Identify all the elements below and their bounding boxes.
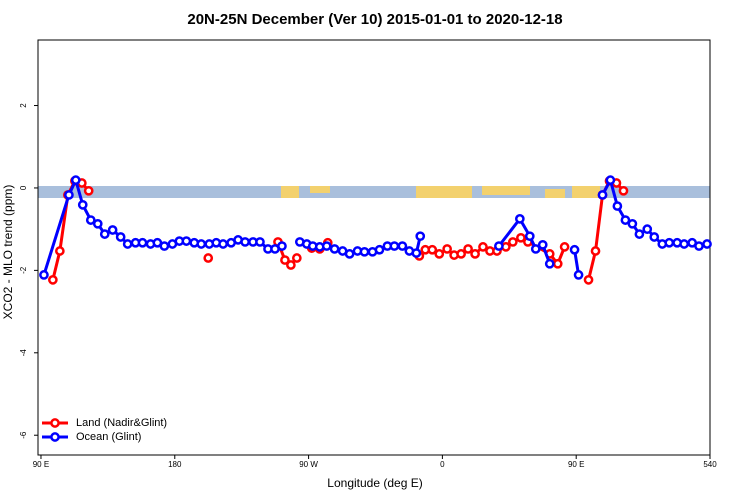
data-point: [597, 190, 608, 200]
map-strip: [38, 186, 710, 198]
data-point: [64, 190, 74, 200]
legend-label: Land (Nadir&Glint): [76, 417, 167, 429]
data-point: [159, 241, 170, 251]
data-point: [107, 225, 118, 235]
data-point: [277, 241, 287, 251]
x-tick-label: 90 W: [299, 460, 318, 469]
data-point: [137, 237, 148, 248]
data-point: [70, 175, 81, 185]
data-point: [530, 244, 541, 254]
data-point: [524, 231, 535, 242]
data-point: [605, 175, 616, 185]
data-point: [374, 244, 385, 255]
data-point: [494, 241, 504, 251]
data-point: [291, 253, 302, 263]
data-point: [77, 199, 88, 210]
data-point: [85, 215, 96, 225]
data-point: [181, 236, 192, 246]
legend-marker: [50, 418, 60, 428]
data-point: [537, 239, 548, 250]
data-point: [39, 270, 49, 280]
data-point: [321, 241, 332, 251]
y-tick-label: 0: [19, 185, 28, 190]
y-tick-label: 2: [19, 103, 28, 108]
data-point: [415, 231, 426, 242]
chart-title: 20N-25N December (Ver 10) 2015-01-01 to …: [187, 11, 562, 28]
data-point: [196, 239, 207, 249]
data-point: [55, 246, 65, 256]
data-point: [544, 258, 555, 269]
data-point: [634, 229, 645, 239]
data-point: [240, 237, 250, 247]
x-tick-label: 90 E: [568, 460, 584, 469]
data-point: [280, 255, 290, 265]
data-point: [218, 239, 228, 249]
legend-marker: [50, 432, 60, 442]
data-point: [649, 232, 660, 242]
data-point: [508, 237, 518, 247]
legend-label: Ocean (Glint): [76, 431, 141, 443]
data-point: [456, 249, 466, 259]
data-point: [664, 237, 675, 248]
data-point: [463, 244, 473, 254]
data-point: [552, 258, 563, 269]
x-tick-label: 180: [168, 460, 182, 469]
y-tick-label: -6: [19, 431, 28, 439]
data-point: [48, 275, 58, 285]
data-point: [514, 214, 525, 224]
data-point: [559, 242, 570, 252]
data-point: [573, 270, 584, 280]
data-point: [590, 246, 601, 256]
data-point: [92, 218, 103, 229]
x-tick-label: 540: [703, 460, 717, 469]
data-point: [427, 244, 438, 255]
data-point: [442, 244, 452, 254]
data-point: [397, 241, 408, 251]
data-point: [642, 224, 653, 235]
data-point: [478, 242, 488, 252]
data-point: [286, 260, 296, 270]
data-point: [411, 248, 422, 258]
data-point: [569, 244, 580, 255]
data-point: [122, 239, 133, 249]
data-point: [115, 232, 126, 242]
data-point: [344, 249, 355, 259]
x-tick-label: 90 E: [33, 460, 49, 469]
data-point: [434, 249, 445, 259]
data-point: [702, 239, 712, 249]
data-point: [612, 201, 623, 211]
y-tick-label: -2: [19, 266, 28, 274]
data-point: [255, 237, 265, 247]
data-point: [618, 185, 629, 196]
data-point: [389, 241, 400, 251]
y-tick-label: -4: [19, 349, 28, 357]
data-point: [583, 275, 594, 285]
data-point: [359, 246, 370, 257]
data-point: [627, 218, 638, 229]
data-point: [679, 239, 689, 249]
data-point: [516, 232, 526, 243]
data-point: [694, 241, 704, 251]
data-point: [470, 249, 480, 259]
data-point: [203, 253, 214, 263]
data-point: [620, 215, 631, 225]
y-axis-label: XCO2 - MLO trend (ppm): [1, 185, 15, 320]
x-tick-label: 0: [440, 460, 445, 469]
data-point: [329, 244, 340, 254]
x-axis-label: Longitude (deg E): [327, 476, 422, 490]
data-point: [99, 229, 110, 239]
data-point: [83, 185, 94, 196]
